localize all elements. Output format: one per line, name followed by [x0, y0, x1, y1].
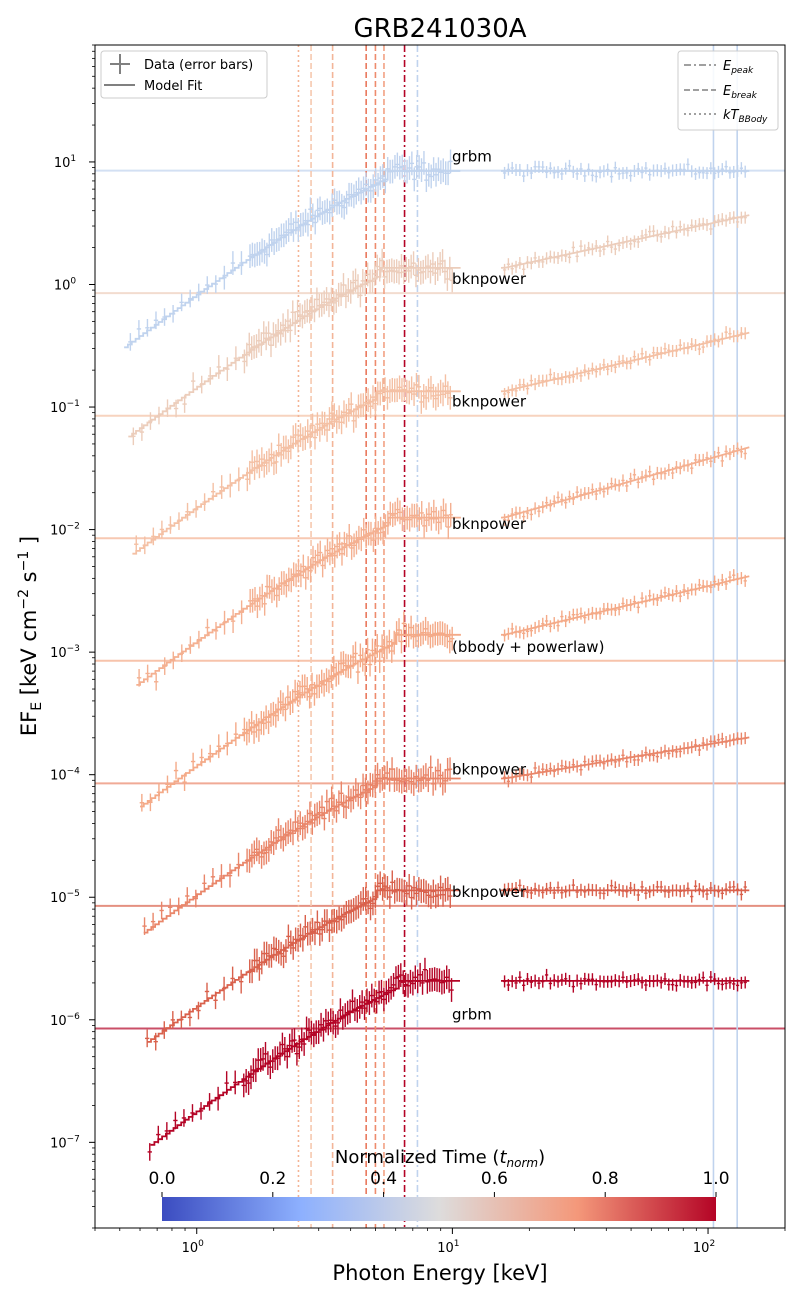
series-label-grbm-2: grbm — [452, 1005, 492, 1023]
y-axis-label: EFE [keV cm−2 s−1 ] — [16, 536, 45, 736]
x-tick-label: 100 — [182, 1239, 205, 1256]
y-tick-label: 10−4 — [50, 767, 80, 784]
y-tick-label: 10−6 — [50, 1012, 80, 1029]
series-bbody-powerlaw — [139, 569, 750, 812]
series-label-bknpower-4: bknpower — [452, 760, 527, 778]
y-tick-label: 10−1 — [50, 399, 80, 416]
series-label-bknpower-2: bknpower — [452, 393, 527, 411]
energy-marker-lines — [297, 45, 738, 1228]
colorbar-tick-label: 0.4 — [370, 1169, 397, 1189]
legend-ebreak-label: Ebreak — [723, 84, 758, 101]
series-bknpower-3 — [136, 442, 750, 691]
legend-ktbbody-label: kTBBody — [723, 108, 768, 125]
legend-data-label: Data (error bars) — [144, 58, 253, 73]
series-bknpower-4 — [142, 732, 750, 935]
y-tick-label: 10−5 — [50, 889, 80, 906]
x-axis-label: Photon Energy [keV] — [332, 1261, 547, 1285]
spectral-series — [124, 149, 750, 1161]
y-tick-label: 100 — [54, 276, 77, 293]
series-label-bbody-powerlaw: (bbody + powerlaw) — [452, 638, 604, 656]
y-tick-label: 10−2 — [50, 522, 80, 539]
model-fit-high-bknpower-3 — [500, 446, 750, 519]
colorbar-ticks: 0.0 0.2 0.4 0.6 0.8 1.0 — [148, 1169, 730, 1197]
colorbar-title: Normalized Time (tnorm) — [335, 1147, 545, 1170]
x-tick-label: 101 — [437, 1239, 459, 1256]
colorbar-tick-label: 1.0 — [702, 1169, 729, 1189]
plot-frame — [94, 44, 786, 1229]
series-bknpower-1 — [128, 211, 750, 446]
series-label-bknpower-3: bknpower — [452, 515, 527, 533]
colorbar: Normalized Time (tnorm) 0.0 0.2 0.4 0.6 0.8 1… — [148, 1147, 730, 1221]
legend-energy-lines: Epeak Ebreak kTBBody — [677, 50, 779, 131]
series-bknpower-5 — [145, 870, 750, 1051]
model-fit-low-bknpower-5 — [147, 889, 461, 1043]
y-tick-label: 10−3 — [50, 644, 80, 661]
plot-area — [95, 45, 785, 1228]
colorbar-tick-label: 0.8 — [592, 1169, 619, 1189]
model-fit-low-bknpower-4 — [143, 777, 461, 934]
series-label-grbm: grbm — [452, 148, 492, 166]
series-grbm — [124, 149, 750, 351]
x-axis-ticks: 100 101 102 — [94, 1228, 786, 1256]
series-bknpower-2 — [132, 326, 750, 555]
colorbar-tick-label: 0.0 — [148, 1169, 175, 1189]
y-tick-label: 101 — [54, 154, 76, 171]
y-axis-ticks: 10−7 10−6 10−5 10−4 10−3 10−2 10−1 100 101 — [50, 44, 95, 1229]
model-fit-high-bknpower-1 — [500, 214, 750, 269]
colorbar-tick-label: 0.2 — [259, 1169, 286, 1189]
series-label-bknpower-1: bknpower — [452, 270, 527, 288]
legend-epeak-label: Epeak — [723, 59, 754, 76]
y-tick-label: 10−7 — [50, 1134, 80, 1151]
chart-title: GRB241030A — [353, 14, 526, 44]
series-labels: grbm bknpower bknpower bknpower (bbody + pow… — [452, 148, 604, 1024]
series-label-bknpower-5: bknpower — [452, 883, 527, 901]
legend-data-model: Data (error bars) Model Fit — [100, 50, 268, 99]
colorbar-tick-label: 0.6 — [481, 1169, 508, 1189]
series-grbm-2 — [147, 957, 750, 1161]
legend-model-label: Model Fit — [144, 79, 202, 94]
model-fit-high-bknpower-4 — [500, 736, 750, 780]
x-tick-label: 102 — [693, 1239, 715, 1256]
colorbar-strip — [162, 1197, 716, 1221]
